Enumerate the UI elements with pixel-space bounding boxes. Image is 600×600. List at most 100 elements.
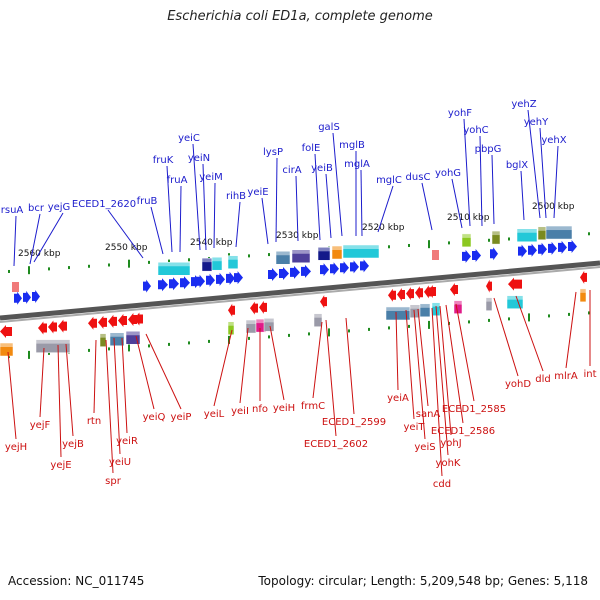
- gene-label-yohc: yohC: [463, 125, 488, 136]
- feature-box-highlight: [332, 246, 342, 251]
- gene-label-dusc: dusC: [406, 172, 431, 183]
- forward-gene-arrow: [226, 271, 235, 285]
- feature-box-bottom: [35, 339, 71, 353]
- feature-box-highlight: [420, 303, 430, 308]
- gene-label-yeis: yeiS: [414, 442, 435, 453]
- forward-gene-arrow: [23, 290, 31, 304]
- tick-mark-top: [388, 245, 390, 249]
- gene-label-fole: folE: [302, 143, 321, 154]
- gene-label-rtn: rtn: [87, 416, 101, 427]
- gene-label-yejh: yejH: [5, 442, 27, 453]
- tick-mark-bottom: [108, 347, 110, 351]
- leader-line-yeit: [405, 309, 415, 420]
- feature-box-highlight: [228, 255, 238, 260]
- gene-label-eced1-2620: ECED1_2620: [72, 199, 136, 210]
- reverse-gene-arrow: [406, 287, 414, 301]
- leader-line-yohf: [463, 118, 471, 227]
- gene-label-lysp: lysP: [263, 147, 283, 158]
- leader-line-mlra: [565, 291, 577, 369]
- leader-line-yeib: [325, 173, 332, 239]
- tick-mark-bottom: [568, 312, 570, 316]
- leader-line-yeje: [57, 344, 62, 458]
- leader-line-yejg: [33, 212, 64, 263]
- tick-mark-bottom: [148, 344, 150, 348]
- reverse-gene-arrow: [450, 283, 458, 296]
- leader-line-yohj: [439, 305, 452, 436]
- forward-gene-arrow: [518, 244, 527, 258]
- leader-line-yeia: [395, 311, 399, 391]
- feature-box-highlight: [486, 297, 492, 302]
- reverse-gene-arrow: [108, 314, 117, 328]
- forward-gene-arrow: [462, 249, 471, 263]
- leader-line-rihb: [235, 201, 241, 248]
- feature-box-highlight: [256, 319, 266, 324]
- leader-line-frua: [179, 185, 182, 253]
- leader-line-yohk: [435, 305, 449, 456]
- feature-box-highlight: [318, 247, 330, 252]
- feature-box-top: [331, 245, 343, 260]
- gene-label-yohk: yohK: [436, 458, 461, 469]
- feature-box-highlight: [292, 249, 310, 254]
- genome-backbone: [0, 260, 600, 321]
- feature-box-highlight: [343, 244, 379, 249]
- gene-label-rihb: rihB: [226, 191, 246, 202]
- leader-line-mgla: [360, 169, 363, 237]
- forward-gene-arrow: [558, 240, 567, 254]
- feature-box-bottom: [109, 332, 125, 346]
- leader-line-yehz: [527, 109, 541, 219]
- topology-label: Topology: circular; Length: 5,209,548 bp…: [258, 574, 588, 588]
- reverse-gene-arrow: [128, 313, 137, 327]
- gene-label-yeii: yeiI: [231, 406, 249, 417]
- feature-box-bottom: [263, 318, 275, 332]
- gene-label-fruk: fruK: [153, 155, 174, 166]
- leader-line-cira: [295, 175, 299, 242]
- feature-box-bottom: [0, 342, 14, 357]
- leader-line-fruk: [166, 165, 173, 253]
- feature-box-bottom: [579, 288, 587, 303]
- feature-box-highlight: [212, 257, 222, 262]
- leader-line-bcr: [29, 213, 41, 265]
- accession-label: Accession: NC_011745: [8, 574, 145, 588]
- reverse-gene-arrow: [0, 325, 12, 338]
- leader-line-pbpg: [491, 154, 495, 225]
- gene-label-cdd: cdd: [433, 479, 451, 490]
- leader-line-fole: [314, 153, 321, 241]
- tick-mark-bottom: [588, 311, 590, 315]
- forward-gene-arrow: [14, 291, 22, 305]
- feature-box-top: [157, 262, 191, 276]
- feature-box-bottom: [125, 330, 141, 345]
- scale-label-2540-kbp: 2540 kbp: [190, 238, 233, 248]
- tick-mark-top: [128, 259, 130, 268]
- reverse-gene-arrow: [397, 287, 405, 301]
- feature-box-top: [461, 233, 472, 248]
- leader-line-yein: [202, 163, 207, 251]
- gene-label-bcr: bcr: [28, 203, 45, 214]
- leader-line-gals: [332, 132, 343, 237]
- reverse-gene-arrow: [88, 316, 97, 330]
- feature-box-top: [227, 255, 239, 269]
- tick-mark-top: [188, 258, 190, 262]
- feature-box-bottom: [485, 297, 493, 311]
- gene-label-eced1-2585: ECED1_2585: [442, 404, 506, 415]
- feature-box-highlight: [228, 321, 234, 326]
- scale-label-2500-kbp: 2500 kbp: [532, 202, 575, 212]
- reverse-gene-arrow: [48, 320, 57, 334]
- gene-label-sana: sanA: [416, 409, 441, 420]
- leader-line-yeih: [269, 325, 285, 401]
- tick-mark-top: [48, 267, 50, 271]
- gene-label-pbpg: pbpG: [475, 144, 502, 155]
- leader-line-eced1-2585: [455, 303, 475, 402]
- gene-label-eced1-2586: ECED1_2586: [431, 426, 495, 437]
- forward-gene-arrow: [206, 273, 215, 287]
- gene-label-yeim: yeiM: [199, 172, 222, 183]
- gene-label-yeil: yeiL: [204, 409, 225, 420]
- scale-label-2530-kbp: 2530 kbp: [276, 231, 319, 241]
- feature-box-highlight: [36, 339, 70, 344]
- gene-label-yejf: yejF: [30, 420, 51, 431]
- reverse-gene-arrow: [428, 285, 436, 299]
- feature-box-top: [516, 228, 538, 242]
- tick-mark-bottom: [128, 343, 130, 352]
- tick-mark-top: [108, 263, 110, 267]
- tick-mark-top: [248, 254, 250, 258]
- leader-line-yohg: [451, 178, 463, 229]
